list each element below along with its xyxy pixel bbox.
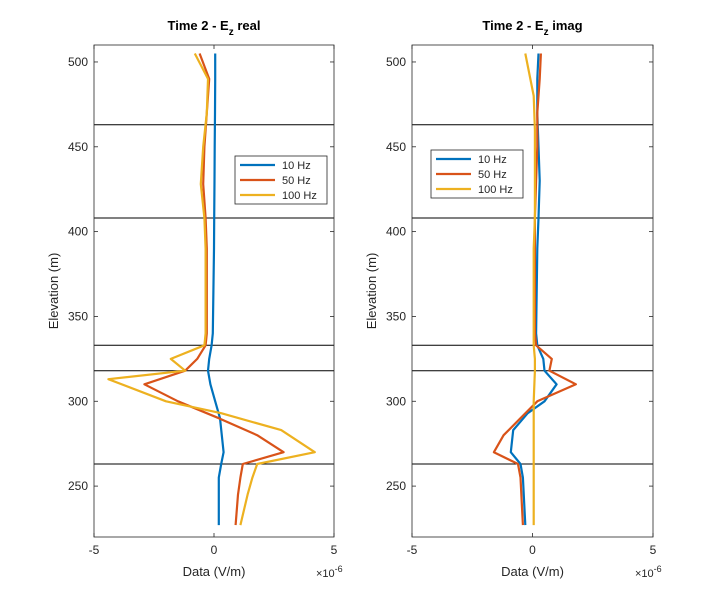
chart-title: Time 2 - Ez imag [482,18,582,38]
y-tick-label: 500 [68,55,88,69]
y-tick-label: 400 [68,225,88,239]
y-tick-label: 300 [386,394,406,408]
y-tick-label: 400 [386,225,406,239]
x-tick-label: -5 [89,543,100,557]
series-line-50hz [143,53,285,526]
chart-panel-real: 250 300 350 400 450 500 -5 0 5 ×10-6 Time 2 - Ez r… [46,18,343,580]
y-tick-label: 350 [386,309,406,323]
chart-title: Time 2 - Ez real [168,18,261,38]
legend-label: 100 Hz [282,190,317,202]
x-axis-label: Data (V/m) [183,564,246,579]
x-scale-exponent: ×10-6 [316,564,343,580]
legend: 10 Hz 50 Hz 100 Hz [234,155,328,205]
legend-label: 100 Hz [478,184,513,196]
legend: 10 Hz 50 Hz 100 Hz [430,149,524,199]
x-scale-power: -6 [335,564,343,574]
series-line-10hz [509,53,558,526]
x-tick-label: 5 [331,543,338,557]
y-tick-label: 450 [68,140,88,154]
chart-title-rest: real [234,18,261,33]
x-scale-power: -6 [654,564,662,574]
chart-title-main: Time 2 - E [168,18,230,33]
chart-title-subscript: z [229,27,234,38]
chart-title-subscript: z [544,27,549,38]
legend-label: 50 Hz [282,175,311,187]
chart-panel-imag: 250 300 350 400 450 500 -5 0 5 ×10-6 Time 2 - Ez i… [364,18,662,580]
x-tick-label: 0 [529,543,536,557]
series-line-100hz [524,53,537,526]
x-scale-base: ×10 [316,568,335,580]
y-tick-label: 450 [386,140,406,154]
legend-label: 50 Hz [478,169,507,181]
series-line-100hz [107,52,316,526]
y-tick-label: 250 [386,479,406,493]
series-line-10hz [206,53,225,526]
x-scale-base: ×10 [635,568,654,580]
x-tick-label: 5 [650,543,657,557]
x-tick-label: -5 [407,543,418,557]
chart-title-main: Time 2 - E [482,18,544,33]
y-axis-label: Elevation (m) [46,253,61,330]
plot-area [412,45,653,537]
chart-title-rest: imag [549,18,583,33]
y-tick-label: 250 [68,479,88,493]
y-tick-label: 300 [68,394,88,408]
x-tick-label: 0 [211,543,218,557]
y-tick-label: 350 [68,309,88,323]
x-scale-exponent: ×10-6 [635,564,662,580]
series-line-50hz [492,53,578,526]
legend-label: 10 Hz [282,160,311,172]
x-axis-label: Data (V/m) [501,564,564,579]
y-axis-label: Elevation (m) [364,253,379,330]
y-tick-label: 500 [386,55,406,69]
legend-label: 10 Hz [478,154,507,166]
